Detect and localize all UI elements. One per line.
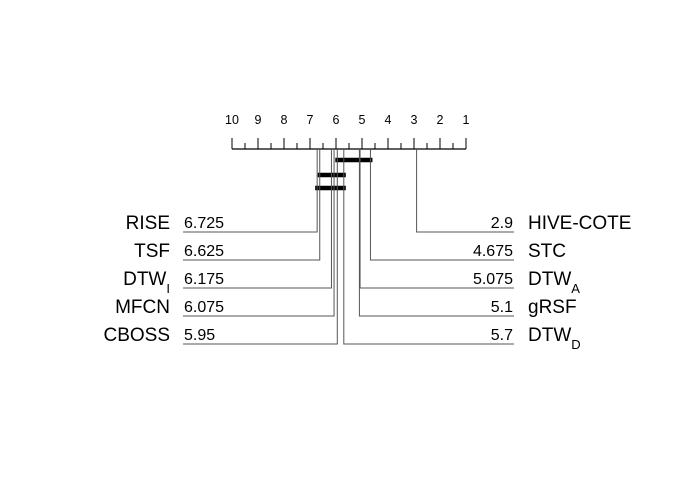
method-name: DTWA [528, 269, 580, 296]
avg-rank-label: 6.725 [184, 215, 224, 232]
tick-label: 1 [463, 113, 470, 127]
method-connector [358, 149, 514, 317]
left-methods: 6.725 RISE 6.625 TSF 6.175 DTWI 6.075 MFCN 5.95 C… [103, 149, 338, 346]
method-subscript: D [571, 337, 580, 352]
avg-rank-label: 2.9 [491, 215, 513, 232]
method-connector [183, 149, 321, 261]
tick-label: 9 [255, 113, 262, 127]
method-entry: 6.625 TSF [134, 149, 321, 262]
tick-label: 10 [225, 113, 239, 127]
method-connector [369, 149, 514, 261]
avg-rank-label: 6.075 [184, 299, 224, 316]
method-name-text: STC [528, 241, 566, 262]
method-name-text: DTW [123, 269, 166, 290]
method-connector [183, 149, 338, 345]
method-connector [183, 149, 318, 233]
method-connector [183, 149, 335, 317]
tick-label: 7 [307, 113, 314, 127]
method-entry: 5.075 DTWA [359, 149, 580, 296]
method-entry: 5.1 gRSF [358, 149, 577, 318]
rank-axis: 10 9 8 7 6 5 4 3 2 1 [225, 113, 470, 150]
avg-rank-label: 6.625 [184, 243, 224, 260]
tick-label: 4 [385, 113, 392, 127]
method-entry: 6.075 MFCN [115, 149, 335, 318]
method-name-text: HIVE-COTE [528, 213, 631, 234]
method-name: MFCN [115, 297, 170, 318]
method-name-text: TSF [134, 241, 170, 262]
method-entry: 6.725 RISE [126, 149, 318, 234]
method-subscript: A [571, 281, 580, 296]
method-entry: 2.9 HIVE-COTE [416, 149, 631, 234]
method-name: TSF [134, 241, 170, 262]
method-name-text: CBOSS [103, 325, 170, 346]
method-subscript: I [166, 281, 170, 296]
avg-rank-label: 5.95 [184, 327, 215, 344]
method-name-text: RISE [126, 213, 170, 234]
method-name-text: MFCN [115, 297, 170, 318]
method-name: RISE [126, 213, 170, 234]
avg-rank-label: 4.675 [473, 243, 513, 260]
method-name-text: gRSF [528, 297, 577, 318]
method-entry: 5.95 CBOSS [103, 149, 338, 346]
method-name: gRSF [528, 297, 577, 318]
method-entry: 5.7 DTWD [343, 149, 581, 352]
avg-rank-label: 5.1 [491, 299, 513, 316]
method-name: DTWD [528, 325, 581, 352]
method-name: DTWI [123, 269, 170, 296]
method-connector [343, 149, 514, 345]
method-name-text: DTW [528, 325, 571, 346]
method-entry: 4.675 STC [369, 149, 566, 262]
tick-label: 3 [411, 113, 418, 127]
avg-rank-label: 5.7 [491, 327, 513, 344]
method-connector [183, 149, 332, 289]
method-connector [359, 149, 514, 289]
tick-label: 2 [437, 113, 444, 127]
method-name: HIVE-COTE [528, 213, 631, 234]
method-name: STC [528, 241, 566, 262]
method-connector [416, 149, 514, 233]
tick-label: 5 [359, 113, 366, 127]
method-entry: 6.175 DTWI [123, 149, 332, 296]
method-name: CBOSS [103, 325, 170, 346]
avg-rank-label: 6.175 [184, 271, 224, 288]
tick-label: 8 [281, 113, 288, 127]
avg-rank-label: 5.075 [473, 271, 513, 288]
method-name-text: DTW [528, 269, 571, 290]
tick-label: 6 [333, 113, 340, 127]
